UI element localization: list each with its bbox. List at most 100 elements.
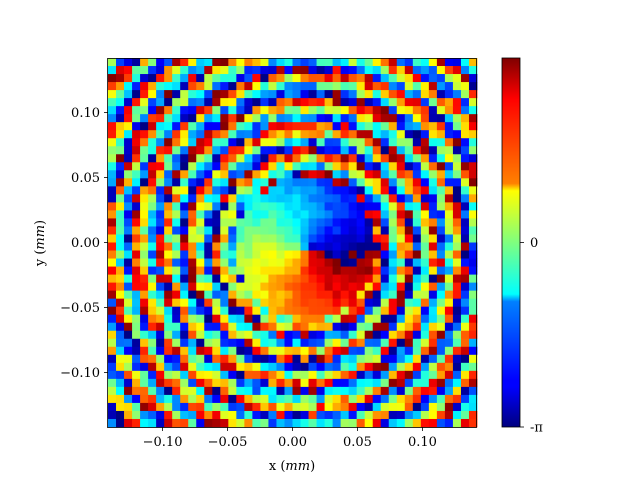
heatmap-cell [212, 202, 221, 211]
heatmap-cell [204, 394, 213, 404]
heatmap-cell [468, 322, 478, 332]
heatmap-cell [196, 194, 205, 203]
heatmap-cell [412, 242, 422, 251]
heatmap-cell [380, 202, 390, 211]
heatmap-cell [356, 162, 366, 171]
heatmap-cell [140, 258, 149, 267]
heatmap-cell [132, 122, 141, 131]
heatmap-cell [380, 378, 390, 388]
heatmap-cell [276, 202, 285, 211]
heatmap-cell [172, 402, 181, 412]
y-tick-label: 0.10 [71, 106, 100, 121]
heatmap-cell [244, 162, 253, 171]
heatmap-cell [284, 154, 293, 163]
heatmap-cell [316, 250, 325, 259]
heatmap-cell [372, 338, 382, 348]
heatmap-cell [244, 74, 253, 83]
heatmap-cell [276, 242, 285, 251]
heatmap-cell [180, 282, 189, 292]
heatmap-cell [356, 58, 366, 67]
heatmap-cell [332, 74, 342, 83]
heatmap-cell [452, 170, 462, 179]
heatmap-cell [204, 290, 213, 300]
heatmap-cell [276, 298, 285, 308]
heatmap-cell [212, 186, 221, 195]
heatmap-cell [116, 330, 125, 340]
heatmap-cell [108, 82, 117, 91]
heatmap-cell [260, 258, 269, 267]
heatmap-cell [292, 122, 301, 131]
heatmap-cell [172, 170, 181, 179]
heatmap-cell [284, 378, 293, 388]
heatmap-cell [220, 202, 229, 211]
heatmap-cell [460, 146, 470, 155]
heatmap-cell [340, 306, 350, 316]
heatmap-cell [420, 194, 430, 203]
heatmap-cell [220, 402, 229, 412]
heatmap-cell [140, 138, 149, 147]
heatmap-cell [212, 322, 221, 332]
heatmap-cell [428, 170, 438, 179]
heatmap-cell [276, 306, 285, 316]
heatmap-cell [132, 338, 141, 348]
heatmap-cell [356, 362, 366, 372]
heatmap-cell [332, 354, 342, 364]
heatmap-cell [236, 386, 245, 396]
heatmap-cell [268, 186, 277, 195]
heatmap-cell [468, 306, 478, 316]
heatmap-cell [380, 314, 390, 324]
heatmap-cell [468, 362, 478, 372]
heatmap-cell [204, 354, 213, 364]
heatmap-cell [388, 418, 398, 428]
heatmap-cell [300, 346, 309, 356]
heatmap-cell [188, 250, 197, 259]
heatmap-cell [252, 226, 261, 235]
heatmap-cell [180, 346, 189, 356]
heatmap-cell [452, 322, 462, 332]
heatmap-cell [420, 338, 430, 348]
heatmap-cell [148, 210, 157, 219]
heatmap-cell [188, 162, 197, 171]
heatmap-cell [220, 282, 229, 292]
heatmap-cell [452, 258, 462, 267]
heatmap-cell [452, 378, 462, 388]
heatmap-cell [340, 274, 350, 284]
heatmap-cell [444, 162, 454, 171]
heatmap-cell [436, 82, 446, 91]
heatmap-cell [140, 234, 149, 243]
heatmap-cell [436, 402, 446, 412]
heatmap-cell [212, 146, 221, 155]
heatmap-cell [276, 282, 285, 292]
heatmap-cell [132, 250, 141, 259]
heatmap-cell [164, 114, 173, 123]
heatmap-cell [252, 322, 261, 332]
heatmap-cell [148, 386, 157, 396]
heatmap-cell [188, 66, 197, 75]
heatmap-cell [252, 154, 261, 163]
heatmap-cell [460, 362, 470, 372]
heatmap-cell [324, 354, 334, 364]
heatmap-cell [164, 362, 173, 372]
heatmap-cell [308, 162, 317, 171]
heatmap-cell [356, 210, 366, 219]
heatmap-cell [252, 186, 261, 195]
heatmap-cell [260, 130, 269, 139]
heatmap-cell [348, 114, 358, 123]
heatmap-cell [340, 154, 350, 163]
heatmap-cell [124, 146, 133, 155]
heatmap-cell [172, 338, 181, 348]
heatmap-cell [300, 282, 309, 292]
heatmap-cell [412, 282, 422, 292]
colorbar-tick-label: 0 [530, 236, 538, 251]
heatmap-cell [348, 122, 358, 131]
heatmap-cell [292, 386, 301, 396]
heatmap-cell [356, 314, 366, 324]
heatmap-cell [356, 322, 366, 332]
heatmap-cell [132, 74, 141, 83]
heatmap-cell [124, 402, 133, 412]
heatmap-cell [420, 106, 430, 115]
heatmap-cell [324, 266, 334, 275]
heatmap-cell [140, 90, 149, 99]
heatmap-cell [436, 354, 446, 364]
heatmap-cell [268, 66, 277, 75]
